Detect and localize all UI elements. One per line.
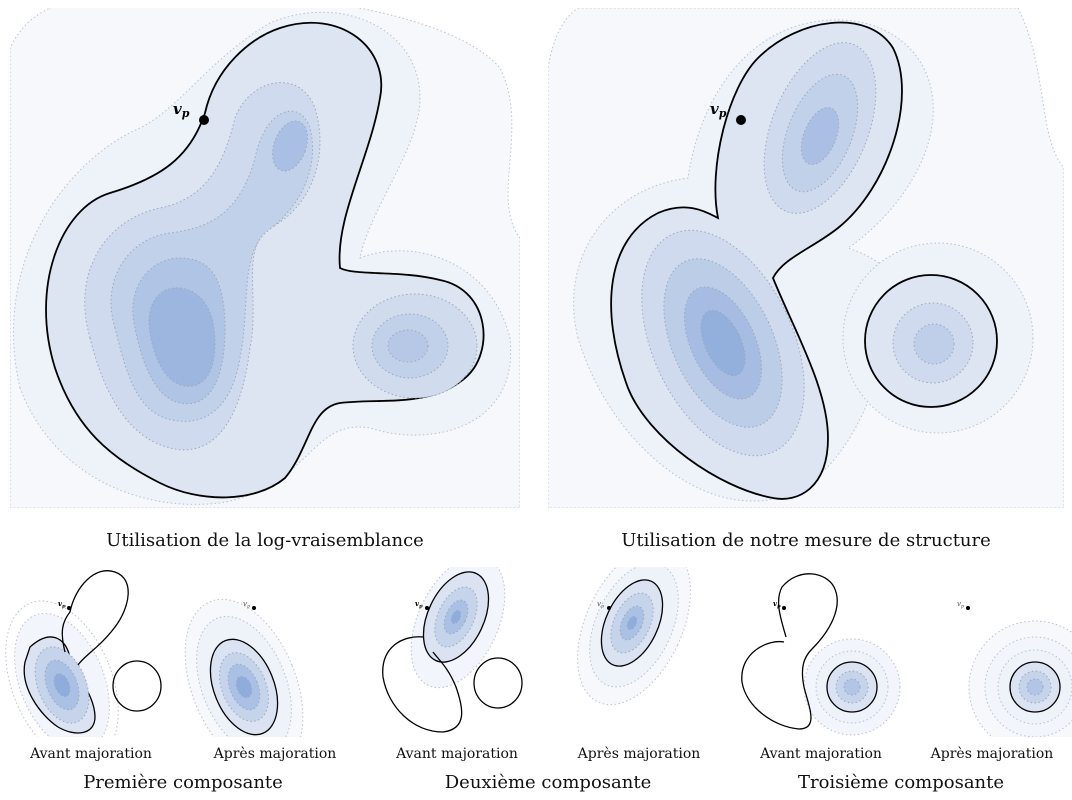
third-component-after: vp bbox=[957, 600, 1072, 737]
caption-third-after: Après majoration bbox=[930, 746, 1054, 762]
point-vp-label: vp bbox=[173, 100, 190, 120]
point-vp-label-structure: vp bbox=[710, 100, 727, 120]
svg-text:vp: vp bbox=[415, 599, 423, 610]
caption-third-before: Avant majoration bbox=[760, 746, 882, 762]
structure-density-plot: vp bbox=[548, 8, 1064, 508]
inner-contours-likelihood bbox=[84, 82, 478, 451]
inner-contours-structure bbox=[641, 42, 877, 457]
caption-second-after: Après majoration bbox=[577, 746, 701, 762]
group-title-third: Troisième composante bbox=[797, 772, 1005, 793]
third-component-before: vp bbox=[741, 573, 901, 736]
group-title-second: Deuxième composante bbox=[444, 772, 652, 793]
caption-second-before: Avant majoration bbox=[396, 746, 518, 762]
svg-text:vp: vp bbox=[58, 599, 66, 610]
caption-first-after: Après majoration bbox=[213, 746, 337, 762]
first-component-before: vp bbox=[5, 570, 162, 737]
caption-structure: Utilisation de notre mesure de structure bbox=[621, 530, 991, 551]
group-title-first: Première composante bbox=[83, 772, 283, 793]
point-vp bbox=[199, 115, 209, 125]
likelihood-density-plot: vp bbox=[10, 8, 520, 508]
svg-text:vp: vp bbox=[243, 600, 251, 610]
second-component-after: vp bbox=[577, 567, 691, 706]
svg-text:vp: vp bbox=[957, 600, 965, 610]
caption-likelihood: Utilisation de la log-vraisemblance bbox=[106, 530, 424, 551]
first-component-after: vp bbox=[184, 598, 304, 737]
svg-text:vp: vp bbox=[597, 600, 605, 610]
second-component-before: vp bbox=[382, 567, 523, 733]
caption-first-before: Avant majoration bbox=[30, 746, 152, 762]
svg-text:vp: vp bbox=[773, 599, 781, 610]
point-vp-structure bbox=[736, 115, 746, 125]
